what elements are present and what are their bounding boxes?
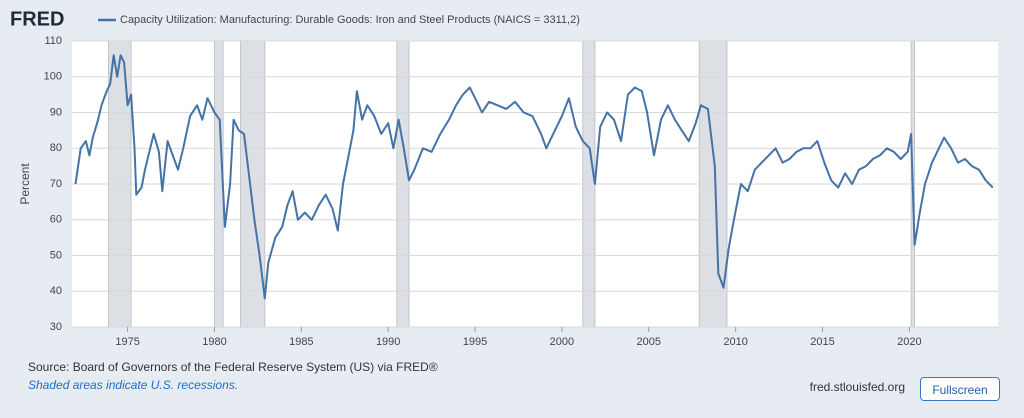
source: Source: Board of Governors of the Federa… [28, 360, 438, 374]
y-tick-label: 80 [50, 142, 62, 154]
y-tick-label: 60 [50, 214, 62, 226]
y-tick-label: 30 [50, 321, 62, 333]
x-tick-label: 1995 [463, 336, 487, 348]
y-tick-label: 50 [50, 249, 62, 261]
x-tick-label: 2020 [897, 336, 921, 348]
x-tick-label: 1975 [115, 336, 139, 348]
x-tick-label: 1990 [376, 336, 400, 348]
fullscreen-button[interactable]: Fullscreen [920, 377, 1000, 401]
y-axis-label: Percent [18, 163, 32, 205]
recession-note: Shaded areas indicate U.S. recessions. [28, 378, 238, 392]
x-tick-label: 2015 [810, 336, 834, 348]
y-tick-label: 90 [50, 106, 62, 118]
series-line [74, 54, 994, 300]
x-tick-label: 1985 [289, 336, 313, 348]
x-tick-label: 2005 [637, 336, 661, 348]
site-url: fred.stlouisfed.org [810, 380, 905, 394]
y-tick-label: 100 [44, 71, 62, 83]
y-tick-label: 40 [50, 285, 62, 297]
logo: FRED [10, 8, 64, 30]
x-tick-label: 2010 [723, 336, 747, 348]
legend-label: Capacity Utilization: Manufacturing: Dur… [120, 14, 580, 26]
y-tick-label: 70 [50, 178, 62, 190]
y-tick-label: 110 [44, 35, 62, 47]
x-tick-label: 1980 [202, 336, 226, 348]
x-tick-label: 2000 [550, 336, 574, 348]
